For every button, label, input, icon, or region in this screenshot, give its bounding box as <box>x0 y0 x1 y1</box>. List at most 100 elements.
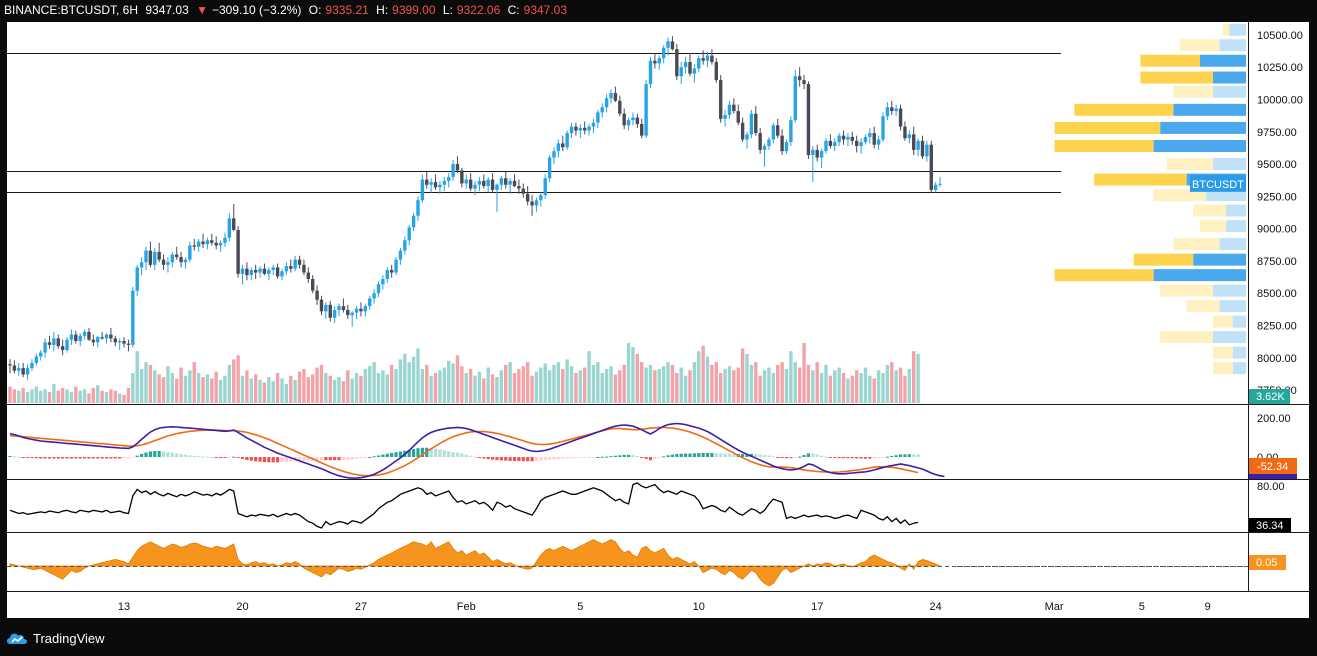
candle-body <box>824 140 828 152</box>
candle-body <box>591 122 596 127</box>
tradingview-logo[interactable]: TradingView <box>6 628 105 648</box>
candle-body <box>205 240 210 245</box>
volume-bar <box>767 367 771 403</box>
time-axis[interactable] <box>7 592 1309 618</box>
macd-histogram-bar <box>477 457 482 458</box>
time-tick-label: Feb <box>457 601 476 613</box>
candle-body <box>126 343 131 345</box>
volume-bar <box>868 375 872 403</box>
candle-body <box>253 269 258 273</box>
candle-body <box>618 100 622 114</box>
candle-body <box>389 269 394 273</box>
candle-body <box>43 342 47 353</box>
profile-bar-up <box>1213 331 1246 344</box>
profile-bar-down <box>1140 54 1200 67</box>
symbol-title[interactable]: BINANCE:BTCUSDT, 6H <box>4 3 139 17</box>
candle-body <box>833 142 837 146</box>
macd-histogram-bar <box>166 452 170 457</box>
price-axis[interactable] <box>1248 22 1309 404</box>
volume-bar <box>828 375 833 403</box>
macd-histogram-bar <box>254 457 258 462</box>
volume-bar <box>341 381 346 403</box>
macd-histogram-bar <box>8 455 12 457</box>
candle-body <box>337 306 341 311</box>
volume-bar <box>815 362 819 403</box>
volume-bar <box>104 392 109 403</box>
candle-body <box>859 142 863 146</box>
candle-body <box>25 368 30 375</box>
candle-body <box>56 338 60 347</box>
time-tick-label: Mar <box>1045 601 1064 613</box>
price-tick-label: 9250.00 <box>1257 191 1297 203</box>
profile-bar-up <box>1153 269 1246 282</box>
candle-body <box>227 218 232 238</box>
volume-bar <box>517 368 521 403</box>
volume-bar <box>433 373 438 403</box>
volume-bar <box>780 362 784 403</box>
symbol-header: BINANCE:BTCUSDT, 6H 9347.03 ▼ −309.10 (−3… <box>4 2 571 18</box>
volume-bar <box>850 375 855 403</box>
macd-histogram-bar <box>302 457 306 462</box>
macd-histogram-bar <box>605 456 609 458</box>
candle-body <box>78 335 82 342</box>
profile-bar-down <box>1186 300 1220 313</box>
candle-body <box>802 80 806 84</box>
macd-histogram-bar <box>412 449 416 457</box>
macd-histogram-bar <box>877 457 881 459</box>
macd-histogram-bar <box>868 457 872 459</box>
volume-bar <box>47 392 52 403</box>
candle-body <box>508 180 512 185</box>
macd-histogram-bar <box>657 457 661 458</box>
macd-histogram-bar <box>912 454 916 457</box>
volume-bar <box>771 373 776 403</box>
candle-body <box>828 140 833 146</box>
candle-body <box>468 179 473 189</box>
osc-tag <box>1249 555 1286 570</box>
volume-bar <box>653 370 657 403</box>
volume-bar <box>442 367 447 403</box>
candle-body <box>161 259 166 265</box>
profile-bar-up <box>1219 39 1246 52</box>
candle-body <box>411 215 416 228</box>
main-pane[interactable] <box>7 22 1248 404</box>
rsi-tag <box>1249 518 1291 533</box>
volume-bar <box>587 351 591 403</box>
candle-body <box>82 331 87 336</box>
profile-bar-up <box>1173 103 1246 116</box>
candle-body <box>644 83 648 136</box>
macd-histogram-bar <box>762 454 767 457</box>
candle-body <box>153 251 157 265</box>
volume-bar <box>552 364 556 403</box>
macd-histogram-bar <box>872 457 876 459</box>
macd-histogram-bar <box>819 455 824 457</box>
volume-bar <box>25 392 30 403</box>
volume-bar <box>622 364 626 403</box>
candle-body <box>100 337 104 339</box>
macd-histogram-bar <box>148 451 152 457</box>
macd-histogram-bar <box>741 453 745 457</box>
candle-body <box>578 127 583 131</box>
macd-histogram-bar <box>552 457 556 460</box>
volume-bar <box>609 366 613 403</box>
volume-bar <box>714 362 719 403</box>
candle-body <box>547 157 552 179</box>
candle-body <box>201 241 205 245</box>
rsi-pane[interactable] <box>7 480 1248 532</box>
candle-body <box>17 368 21 371</box>
macd-histogram-bar <box>394 452 398 457</box>
volume-bar <box>451 363 455 403</box>
macd-histogram-bar <box>784 457 789 459</box>
volume-bar <box>139 368 144 403</box>
candle-body <box>455 164 460 171</box>
volume-bar <box>69 392 74 403</box>
profile-bar-down <box>1094 173 1187 186</box>
macd-histogram-bar <box>490 457 495 460</box>
candle-body <box>473 184 477 189</box>
candle-body <box>714 62 719 81</box>
candle-body <box>898 108 903 127</box>
macd-histogram-bar <box>205 456 210 458</box>
macd-pane[interactable] <box>7 405 1248 479</box>
volume-bar <box>324 373 328 403</box>
volume-bar <box>758 375 762 403</box>
